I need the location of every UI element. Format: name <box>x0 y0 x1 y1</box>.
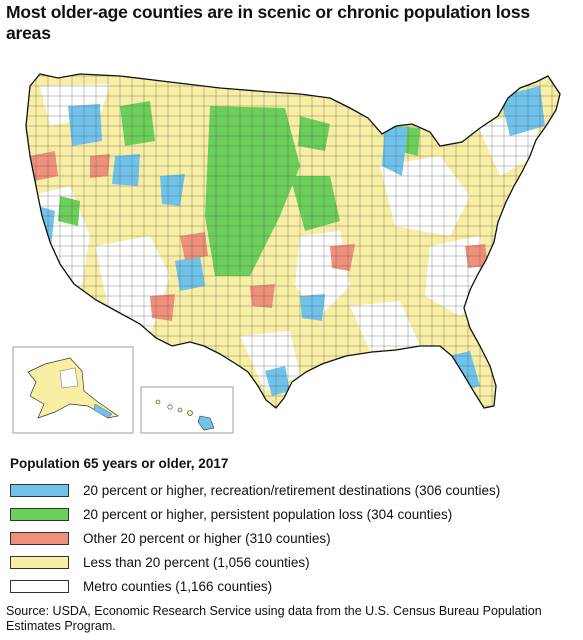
legend-label: 20 percent or higher, recreation/retirem… <box>83 482 501 498</box>
legend-item: Metro counties (1,166 counties) <box>10 574 500 598</box>
hawaii-shape <box>155 399 215 431</box>
legend-label: Less than 20 percent (1,056 counties) <box>83 554 310 570</box>
legend-swatch-recreation <box>10 483 69 497</box>
legend-item: 20 percent or higher, recreation/retirem… <box>10 478 500 502</box>
legend-label: Metro counties (1,166 counties) <box>83 578 273 594</box>
legend-item: Other 20 percent or higher (310 counties… <box>10 526 500 550</box>
legend-swatch-other <box>10 531 69 545</box>
alaska-shape <box>27 357 119 419</box>
hawaii-inset-frame <box>140 386 234 434</box>
legend-item: Less than 20 percent (1,056 counties) <box>10 550 500 574</box>
source-note: Source: USDA, Economic Research Service … <box>6 604 542 633</box>
legend-swatch-less-than-20 <box>10 555 69 569</box>
legend-swatch-metro <box>10 579 69 593</box>
legend-swatch-population-loss <box>10 507 69 521</box>
legend-label: 20 percent or higher, persistent populat… <box>83 506 453 522</box>
legend-item: 20 percent or higher, persistent populat… <box>10 502 500 526</box>
us-county-map <box>12 73 561 434</box>
legend-label: Other 20 percent or higher (310 counties… <box>83 530 331 546</box>
map-title: Most older-age counties are in scenic or… <box>6 2 530 43</box>
legend: 20 percent or higher, recreation/retirem… <box>10 478 500 598</box>
legend-title: Population 65 years or older, 2017 <box>10 456 229 471</box>
